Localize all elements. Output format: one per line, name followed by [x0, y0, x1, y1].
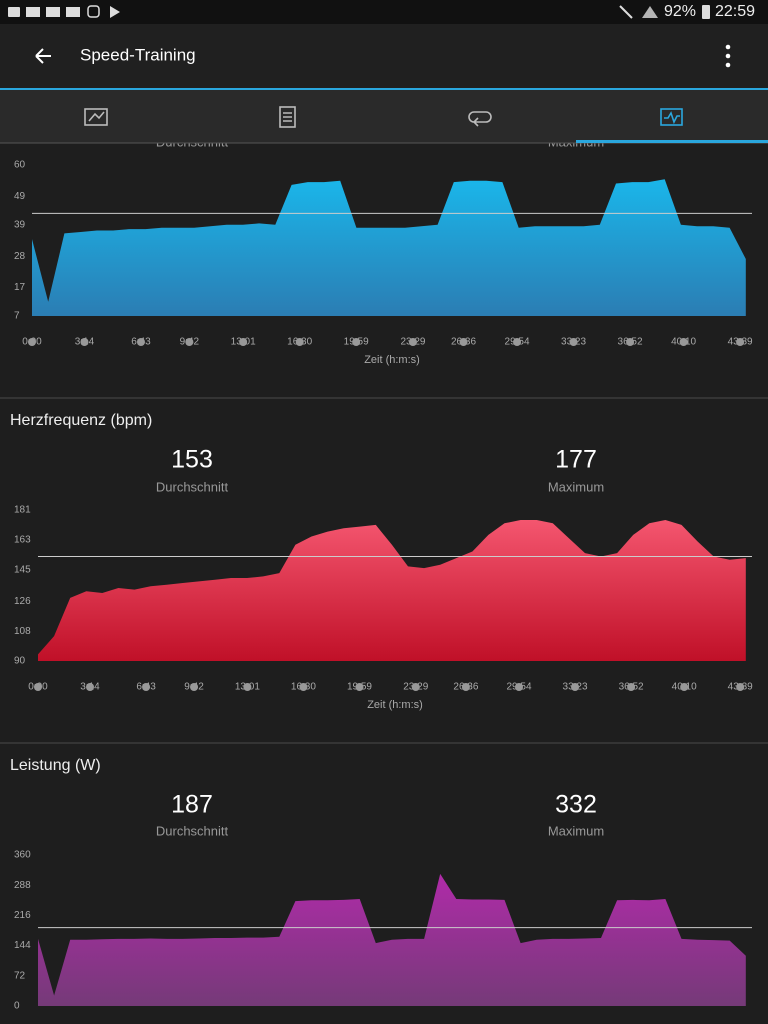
stat-value: 332 — [555, 791, 597, 819]
y-tick-label: 7 — [14, 311, 20, 322]
y-tick-label: 72 — [14, 970, 26, 981]
stat-value: 153 — [171, 446, 213, 474]
stat-label: Durchschnitt — [156, 823, 229, 838]
chart-title: Leistung (W) — [10, 757, 101, 774]
y-tick-label: 360 — [14, 850, 31, 861]
tab-overview[interactable] — [84, 108, 108, 126]
y-tick-label: 145 — [14, 564, 31, 575]
x-tick-dot — [627, 683, 636, 691]
x-tick-dot — [569, 338, 578, 346]
stat-label: Maximum — [548, 479, 604, 494]
battery: 92% — [664, 3, 696, 20]
y-tick-label: 17 — [14, 282, 26, 293]
y-tick-label: 60 — [14, 160, 26, 171]
stat-value: 187 — [171, 791, 213, 819]
x-tick-dot — [461, 683, 470, 691]
clock: 22:59 — [715, 3, 755, 20]
x-tick-dot — [411, 683, 420, 691]
x-tick-dot — [295, 338, 304, 346]
stat-label: Maximum — [548, 823, 604, 838]
x-tick-dot — [34, 683, 42, 691]
y-tick-label: 49 — [14, 191, 26, 202]
x-tick-dot — [355, 683, 364, 691]
x-tick-dot — [299, 683, 308, 691]
y-tick-label: 288 — [14, 880, 31, 891]
y-tick-label: 90 — [14, 656, 26, 667]
tab-bar — [0, 90, 768, 143]
app-title: Speed-Training — [80, 45, 196, 64]
x-tick-dot — [408, 338, 417, 346]
active-tab-indicator — [576, 140, 768, 143]
x-tick-dot — [680, 683, 689, 691]
x-tick-dot — [571, 683, 580, 691]
tab-laps[interactable] — [468, 111, 492, 127]
y-tick-label: 216 — [14, 910, 31, 921]
x-tick-dot — [459, 338, 468, 346]
x-tick-dot — [142, 683, 151, 691]
status-icons — [8, 5, 710, 19]
x-tick-dot — [28, 338, 36, 346]
y-tick-label: 181 — [14, 505, 31, 516]
x-axis-label: Zeit (h:m:s) — [367, 699, 423, 711]
x-tick-dot — [185, 338, 194, 346]
x-axis-label: Zeit (h:m:s) — [364, 354, 420, 366]
back-button[interactable] — [35, 48, 51, 64]
chart-title: Herzfrequenz (bpm) — [10, 412, 152, 429]
x-tick-dot — [515, 683, 524, 691]
accent-line — [0, 88, 768, 90]
x-tick-dot — [136, 338, 145, 346]
y-tick-label: 126 — [14, 596, 31, 607]
app-bar — [0, 24, 768, 88]
status-bar — [0, 0, 768, 24]
x-tick-dot — [239, 338, 248, 346]
x-tick-dot — [243, 683, 252, 691]
x-tick-dot — [86, 683, 95, 691]
y-tick-label: 163 — [14, 535, 31, 546]
menu-button[interactable] — [725, 44, 731, 68]
area — [32, 179, 746, 316]
y-tick-label: 0 — [14, 1001, 20, 1012]
y-tick-label: 144 — [14, 940, 31, 951]
stat-value: 177 — [555, 446, 597, 474]
y-tick-label: 108 — [14, 626, 31, 637]
x-tick-dot — [352, 338, 361, 346]
y-tick-label: 28 — [14, 251, 26, 262]
x-tick-dot — [626, 338, 635, 346]
x-tick-dot — [736, 683, 745, 691]
x-tick-dot — [736, 338, 745, 346]
x-tick-dot — [190, 683, 199, 691]
tab-details[interactable] — [279, 106, 296, 128]
stat-label: Durchschnitt — [156, 479, 229, 494]
x-tick-dot — [80, 338, 89, 346]
area — [38, 520, 746, 661]
x-tick-dot — [513, 338, 522, 346]
charts: DurchschnittMaximum717283949600:003:146:… — [10, 134, 753, 1011]
x-tick-dot — [679, 338, 688, 346]
y-tick-label: 39 — [14, 219, 26, 230]
area — [38, 873, 746, 1006]
tab-charts[interactable] — [660, 108, 683, 126]
